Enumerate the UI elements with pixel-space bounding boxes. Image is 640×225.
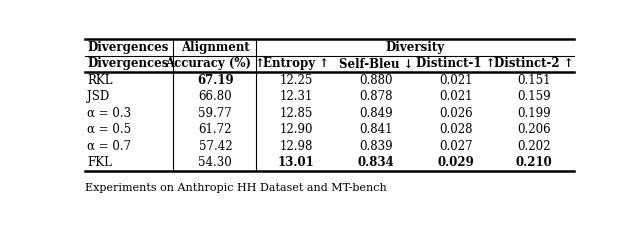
Text: 0.151: 0.151 [518,74,551,87]
Text: 13.01: 13.01 [278,156,315,169]
Text: α = 0.3: α = 0.3 [88,107,132,120]
Text: 0.026: 0.026 [439,107,472,120]
Text: α = 0.5: α = 0.5 [88,123,132,136]
Text: 0.021: 0.021 [439,74,472,87]
Text: 12.90: 12.90 [280,123,313,136]
Text: 0.839: 0.839 [359,140,393,153]
Text: 0.880: 0.880 [359,74,393,87]
Text: FKL: FKL [88,156,112,169]
Text: 0.878: 0.878 [359,90,393,103]
Text: 59.77: 59.77 [198,107,232,120]
Text: Divergences: Divergences [88,41,169,54]
Text: 54.30: 54.30 [198,156,232,169]
Text: 12.85: 12.85 [280,107,313,120]
Text: 67.19: 67.19 [197,74,234,87]
Text: 0.849: 0.849 [359,107,393,120]
Text: Alignment: Alignment [181,41,250,54]
Text: 0.210: 0.210 [516,156,553,169]
Text: 12.25: 12.25 [280,74,313,87]
Text: 0.841: 0.841 [359,123,393,136]
Text: 0.021: 0.021 [439,90,472,103]
Text: RKL: RKL [88,74,113,87]
Text: Entropy ↑: Entropy ↑ [263,57,330,70]
Text: Accuracy (%) ↑: Accuracy (%) ↑ [165,57,266,70]
Text: Divergences: Divergences [88,57,169,70]
Text: 0.202: 0.202 [518,140,551,153]
Text: Experiments on Anthropic HH Dataset and MT-bench: Experiments on Anthropic HH Dataset and … [85,183,387,193]
Text: 0.028: 0.028 [439,123,472,136]
Text: 0.159: 0.159 [518,90,551,103]
Text: Diversity: Diversity [386,41,445,54]
Text: Distinct-2 ↑: Distinct-2 ↑ [495,57,574,70]
Text: 0.199: 0.199 [518,107,551,120]
Text: 0.029: 0.029 [437,156,474,169]
Text: Self-Bleu ↓: Self-Bleu ↓ [339,57,413,70]
Text: 61.72: 61.72 [198,123,232,136]
Text: 0.027: 0.027 [439,140,472,153]
Text: JSD: JSD [88,90,109,103]
Text: α = 0.7: α = 0.7 [88,140,132,153]
Text: 0.206: 0.206 [518,123,551,136]
Text: 12.31: 12.31 [280,90,313,103]
Text: 66.80: 66.80 [198,90,232,103]
Text: 12.98: 12.98 [280,140,313,153]
Text: 57.42: 57.42 [198,140,232,153]
Text: 0.834: 0.834 [358,156,394,169]
Text: Distinct-1 ↑: Distinct-1 ↑ [416,57,495,70]
